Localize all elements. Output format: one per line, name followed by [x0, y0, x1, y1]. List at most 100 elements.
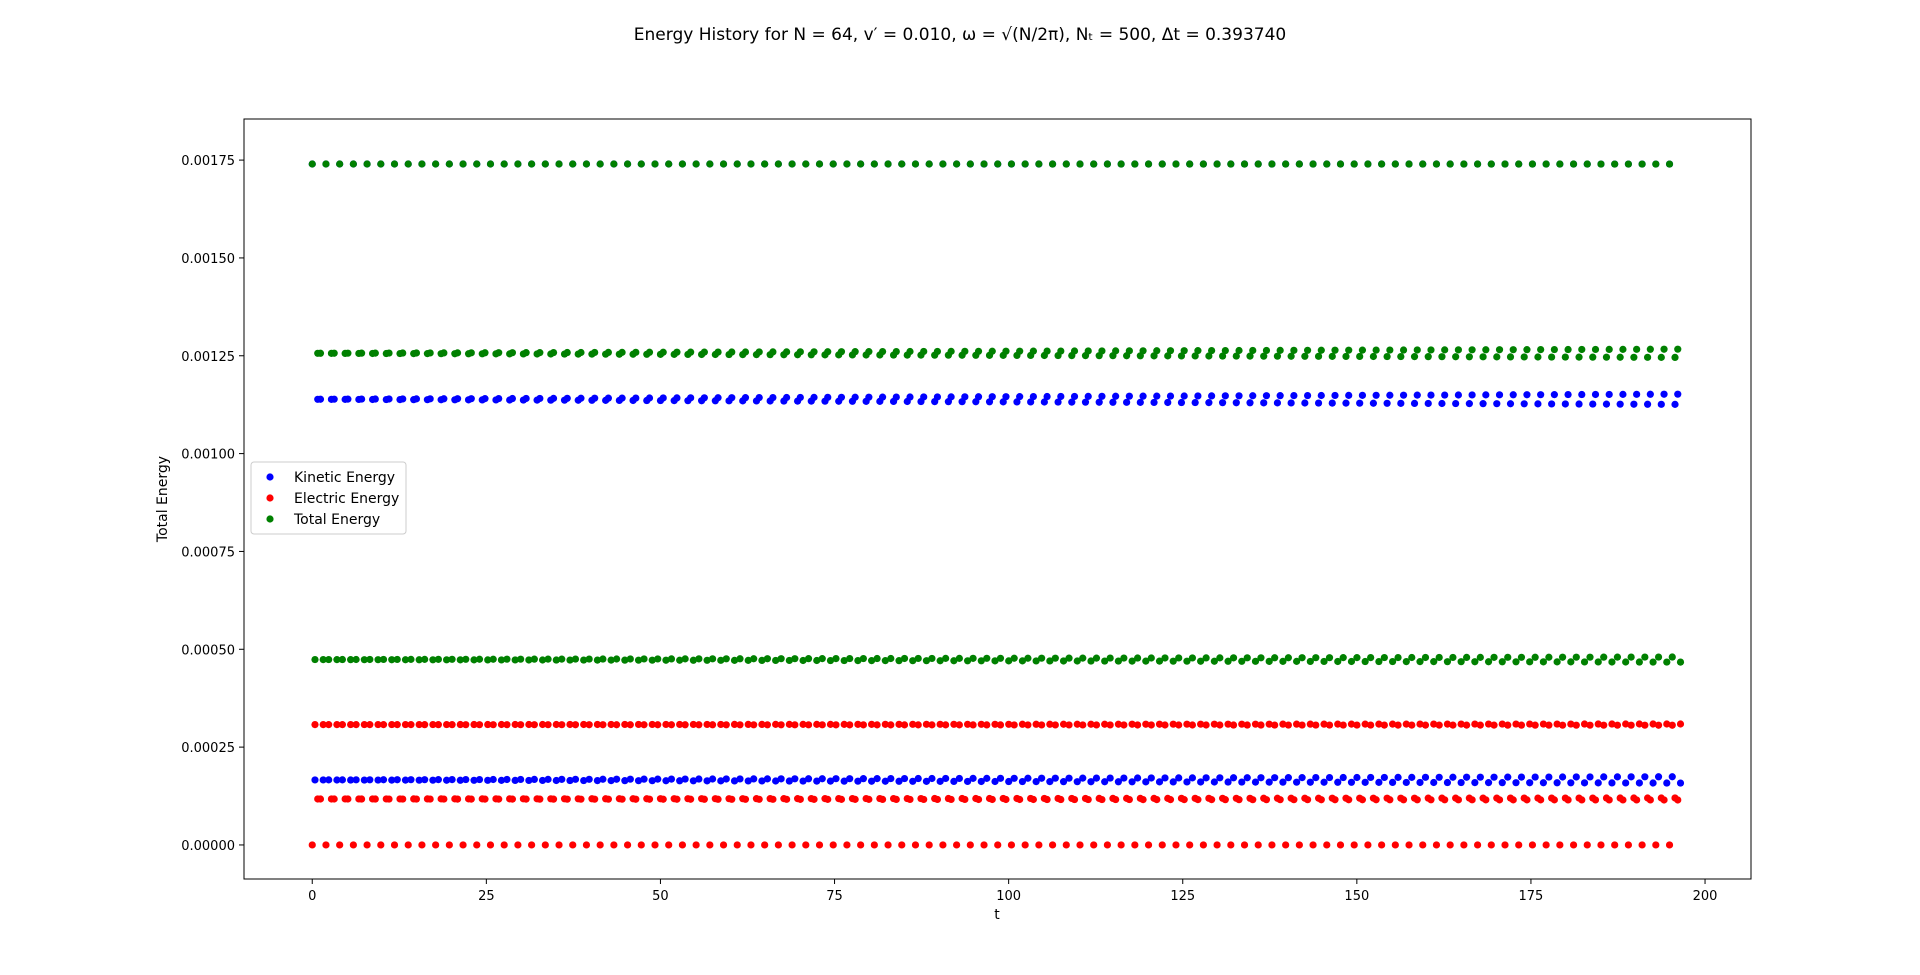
- kinetic-energy-point: [511, 776, 519, 785]
- electric-energy-point: [1435, 721, 1443, 729]
- chart-title: Energy History for N = 64, v′ = 0.010, ω…: [634, 25, 1286, 45]
- kinetic-energy-point: [1427, 391, 1435, 399]
- total-energy-point: [1367, 653, 1375, 662]
- electric-energy-point: [448, 721, 456, 729]
- total-energy-point: [1112, 347, 1120, 355]
- kinetic-energy-point: [1657, 400, 1665, 408]
- kinetic-energy-point: [695, 775, 703, 783]
- total-energy-point: [1356, 352, 1364, 361]
- electric-energy-point: [1087, 720, 1095, 728]
- total-energy-point: [1635, 658, 1643, 666]
- electric-energy-point: [868, 720, 876, 728]
- kinetic-energy-point: [1153, 392, 1161, 400]
- electric-energy-point: [1265, 720, 1273, 728]
- electric-energy-point: [1142, 720, 1150, 728]
- electric-energy-point: [1591, 796, 1600, 804]
- electric-energy-point: [544, 721, 552, 729]
- kinetic-energy-point: [1468, 391, 1476, 399]
- kinetic-energy-point: [1367, 773, 1375, 782]
- y-tick-label: 0.00050: [181, 643, 235, 658]
- electric-energy-point: [1235, 796, 1243, 804]
- kinetic-energy-point: [371, 395, 379, 403]
- total-energy-point: [1484, 658, 1493, 666]
- electric-energy-point: [1495, 796, 1504, 804]
- electric-energy-point: [489, 721, 497, 729]
- kinetic-energy-point: [1339, 773, 1347, 782]
- total-energy-point: [517, 655, 525, 663]
- kinetic-energy-point: [1188, 774, 1197, 782]
- total-energy-point: [1572, 653, 1580, 661]
- total-energy-point: [344, 349, 352, 357]
- total-energy-point: [1331, 346, 1339, 354]
- electric-energy-point: [1501, 841, 1509, 849]
- total-energy-point: [1646, 345, 1654, 353]
- electric-energy-point: [569, 841, 577, 849]
- total-energy-point: [418, 160, 426, 168]
- kinetic-energy-point: [974, 393, 983, 401]
- kinetic-energy-point: [909, 777, 917, 785]
- total-energy-point: [741, 348, 750, 356]
- electric-energy-point: [920, 795, 928, 804]
- total-energy-point: [922, 657, 931, 665]
- kinetic-energy-point: [1356, 399, 1364, 407]
- total-energy-point: [1092, 654, 1101, 662]
- electric-energy-point: [673, 795, 681, 803]
- total-energy-point: [1611, 160, 1619, 168]
- total-energy-point: [868, 657, 876, 665]
- electric-energy-point: [783, 795, 791, 803]
- total-energy-point: [426, 349, 434, 357]
- electric-energy-point: [1029, 795, 1037, 804]
- kinetic-energy-point: [352, 776, 360, 784]
- total-energy-point: [851, 348, 859, 356]
- electric-energy-point: [462, 721, 470, 729]
- electric-energy-point: [1654, 721, 1663, 729]
- kinetic-energy-point: [1224, 778, 1232, 786]
- kinetic-energy-point: [906, 393, 914, 401]
- total-energy-point: [947, 347, 955, 355]
- total-energy-point: [366, 655, 374, 664]
- electric-energy-point: [1035, 841, 1043, 849]
- electric-energy-point: [1443, 720, 1452, 728]
- kinetic-energy-point: [1235, 392, 1243, 400]
- total-energy-point: [1580, 658, 1589, 666]
- total-energy-point: [1046, 657, 1054, 665]
- total-energy-point: [1279, 657, 1287, 665]
- electric-energy-point: [1421, 721, 1430, 729]
- electric-energy-point: [815, 841, 824, 849]
- kinetic-energy-point: [1506, 400, 1515, 408]
- electric-energy-point: [687, 795, 695, 803]
- electric-energy-point: [1147, 721, 1155, 729]
- electric-energy-point: [1076, 841, 1084, 849]
- electric-energy-point: [1663, 720, 1671, 728]
- total-energy-point: [1320, 657, 1328, 666]
- total-energy-point: [1051, 654, 1059, 662]
- electric-energy-point: [1537, 796, 1545, 804]
- electric-energy-point: [453, 795, 462, 803]
- electric-energy-point: [736, 721, 744, 729]
- kinetic-energy-point: [1273, 399, 1282, 407]
- electric-energy-point: [1471, 720, 1479, 728]
- electric-energy-point: [1528, 841, 1537, 849]
- total-energy-point: [854, 656, 862, 665]
- total-energy-point: [769, 348, 777, 356]
- electric-energy-point: [1188, 721, 1197, 729]
- electric-energy-point: [1229, 721, 1238, 729]
- y-axis-label: Total Energy: [155, 456, 171, 543]
- electric-energy-point: [1583, 841, 1591, 849]
- electric-energy-point: [1553, 720, 1561, 728]
- total-energy-point: [404, 160, 412, 168]
- total-energy-point: [1558, 653, 1567, 661]
- electric-energy-point: [813, 720, 821, 728]
- total-energy-point: [379, 655, 388, 664]
- total-energy-point: [1155, 657, 1164, 665]
- kinetic-energy-point: [1002, 393, 1010, 401]
- electric-energy-point: [1646, 796, 1654, 804]
- electric-energy-point: [1633, 796, 1641, 804]
- electric-energy-point: [1038, 721, 1046, 729]
- total-energy-point: [859, 654, 867, 663]
- electric-energy-point: [1002, 795, 1010, 804]
- total-energy-point: [1386, 346, 1394, 354]
- total-energy-point: [1364, 160, 1372, 168]
- electric-energy-point: [755, 795, 763, 803]
- kinetic-energy-point: [360, 776, 368, 784]
